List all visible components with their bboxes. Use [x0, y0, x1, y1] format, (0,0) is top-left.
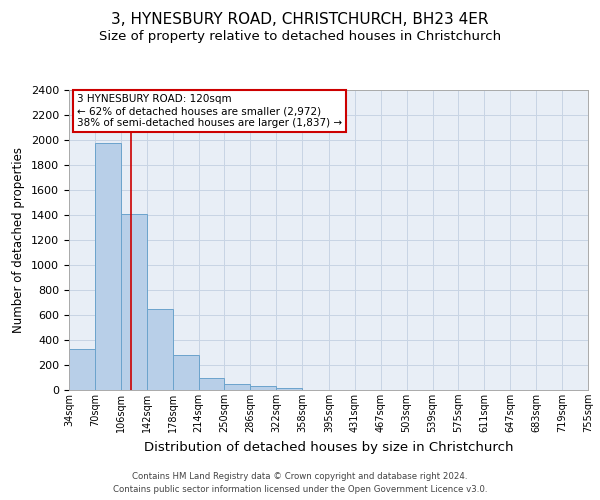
- Bar: [121, 214, 147, 390]
- Text: 3 HYNESBURY ROAD: 120sqm
← 62% of detached houses are smaller (2,972)
38% of sem: 3 HYNESBURY ROAD: 120sqm ← 62% of detach…: [77, 94, 342, 128]
- X-axis label: Distribution of detached houses by size in Christchurch: Distribution of detached houses by size …: [144, 440, 513, 454]
- Bar: [199, 378, 224, 390]
- Bar: [250, 386, 277, 390]
- Text: Contains public sector information licensed under the Open Government Licence v3: Contains public sector information licen…: [113, 485, 487, 494]
- Text: 3, HYNESBURY ROAD, CHRISTCHURCH, BH23 4ER: 3, HYNESBURY ROAD, CHRISTCHURCH, BH23 4E…: [111, 12, 489, 28]
- Bar: [69, 350, 95, 390]
- Text: Contains HM Land Registry data © Crown copyright and database right 2024.: Contains HM Land Registry data © Crown c…: [132, 472, 468, 481]
- Bar: [277, 388, 302, 390]
- Y-axis label: Number of detached properties: Number of detached properties: [13, 147, 25, 333]
- Text: Size of property relative to detached houses in Christchurch: Size of property relative to detached ho…: [99, 30, 501, 43]
- Bar: [147, 308, 173, 390]
- Bar: [173, 355, 199, 390]
- Bar: [95, 143, 121, 390]
- Bar: [224, 384, 250, 390]
